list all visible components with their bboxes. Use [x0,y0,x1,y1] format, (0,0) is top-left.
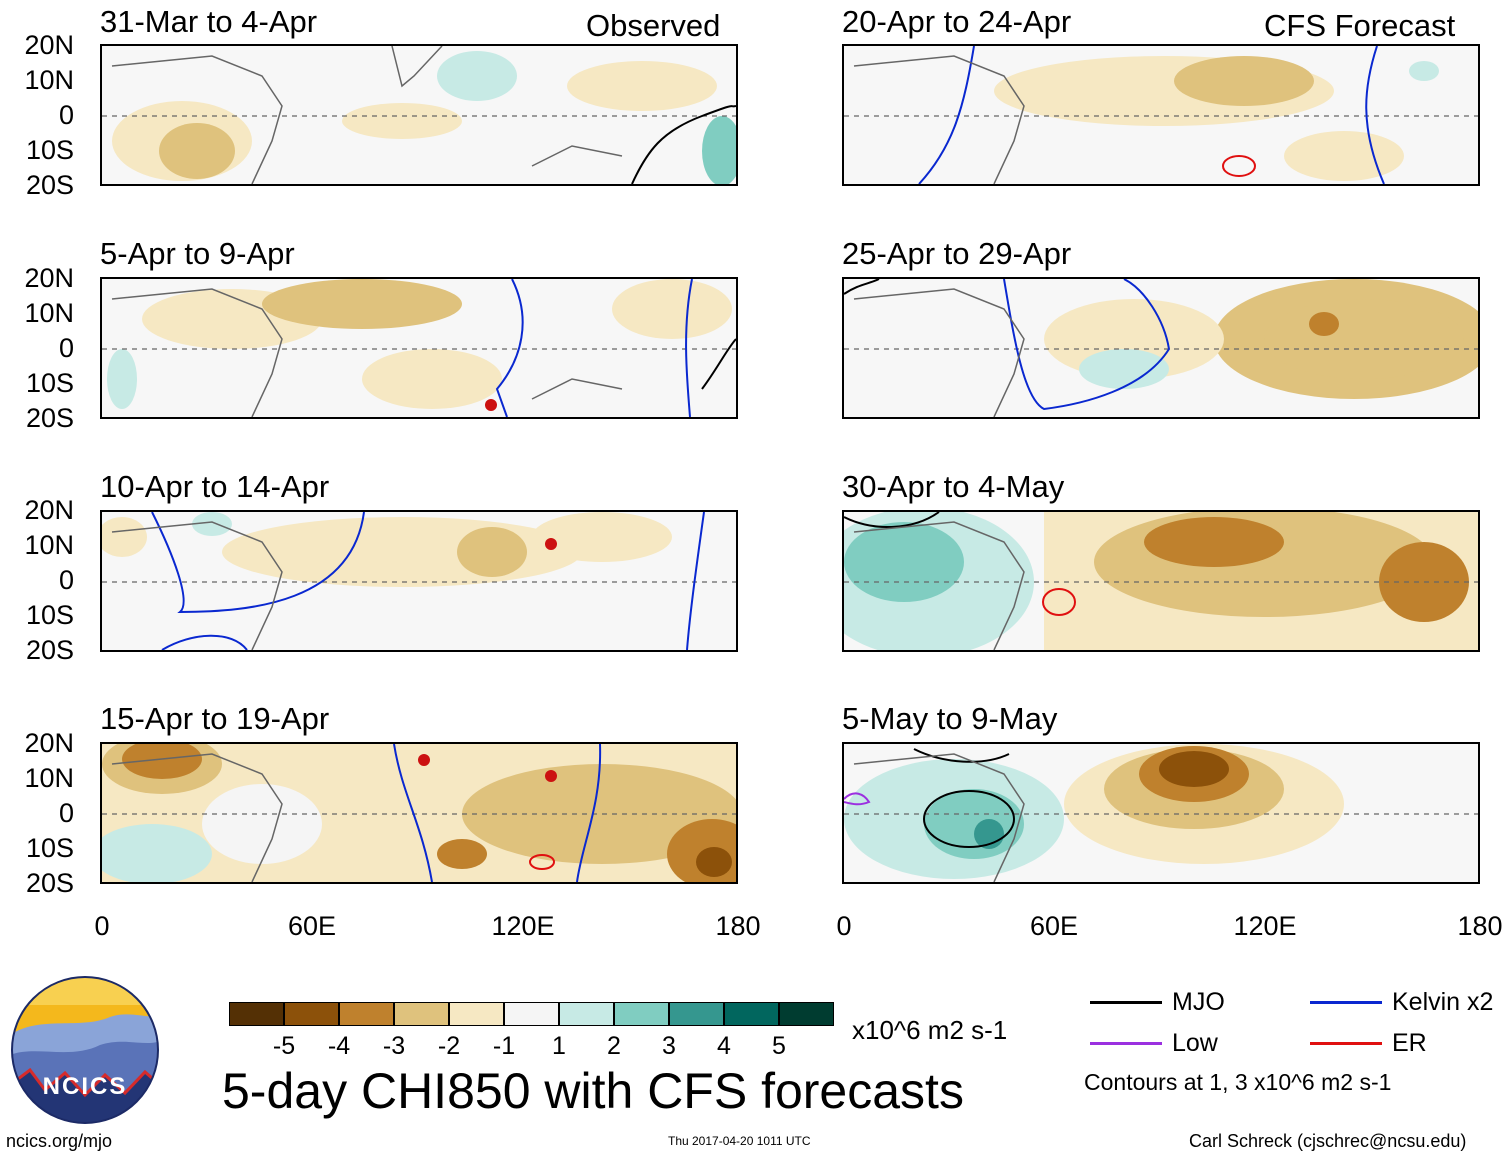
footer-timestamp: Thu 2017-04-20 1011 UTC [668,1134,811,1148]
colorbar-units: x10^6 m2 s-1 [852,1015,1008,1045]
panel-title-5: 20-Apr to 24-Apr [842,4,1072,39]
lat-label: 10S [25,600,74,630]
lon-label: 60E [1029,911,1079,941]
er-legend-label: ER [1392,1029,1427,1057]
lat-label: 20S [25,635,74,665]
colorbar-swatch [614,1002,669,1026]
map-panel-2 [100,277,738,419]
main-title: 5-day CHI850 with CFS forecasts [222,1063,964,1119]
colorbar-swatch [339,1002,394,1026]
colorbar-label: 3 [662,1032,676,1060]
lat-label: 0 [58,100,74,130]
map-panel-5 [842,44,1480,186]
lat-label: 10N [24,298,74,328]
lon-label: 180 [1457,911,1503,941]
lon-label: 0 [94,911,110,941]
map-panel-7 [842,510,1480,652]
lat-label: 0 [58,565,74,595]
colorbar-swatch [779,1002,834,1026]
colorbar-label: -3 [382,1032,406,1060]
er-legend-line [1310,1042,1382,1045]
lon-label: 180 [715,911,761,941]
footer-credit: Carl Schreck (cjschrec@ncsu.edu) [1189,1131,1467,1151]
lat-label: 10S [25,833,74,863]
lat-label: 20S [25,868,74,898]
lat-label: 20S [25,170,74,200]
lat-label: 10S [25,135,74,165]
low-legend-line [1090,1042,1162,1045]
colorbar-label: 4 [717,1032,731,1060]
logo-text: NCICS [42,1073,128,1100]
colorbar-swatch [504,1002,559,1026]
panel-title-8: 5-May to 9-May [842,701,1058,736]
map-panel-3 [100,510,738,652]
lat-label: 0 [58,798,74,828]
panel-title-1: 31-Mar to 4-Apr [100,4,318,39]
lat-label: 20N [24,495,74,525]
lat-label: 10N [24,763,74,793]
forecast-tag: CFS Forecast [1264,8,1456,43]
colorbar-label: 1 [552,1032,566,1060]
lat-label: 10N [24,65,74,95]
colorbar-label: -2 [437,1032,461,1060]
map-panel-1 [100,44,738,186]
mjo-legend-label: MJO [1172,988,1225,1016]
contours-note: Contours at 1, 3 x10^6 m2 s-1 [1084,1069,1392,1095]
panel-title-4: 15-Apr to 19-Apr [100,701,330,736]
lon-label: 120E [1233,911,1297,941]
colorbar-swatch [284,1002,339,1026]
panel-title-3: 10-Apr to 14-Apr [100,469,330,504]
panel-title-2: 5-Apr to 9-Apr [100,236,295,271]
footer-url: ncics.org/mjo [6,1131,113,1151]
low-legend-label: Low [1172,1029,1218,1057]
map-panel-6 [842,277,1480,419]
colorbar-label: -1 [492,1032,516,1060]
colorbar-label: 5 [772,1032,786,1060]
lat-label: 10S [25,368,74,398]
ncics-logo: NCICS [10,975,160,1125]
mjo-legend-line [1090,1001,1162,1004]
colorbar-label: -5 [272,1032,296,1060]
colorbar-swatch [394,1002,449,1026]
lat-label: 0 [58,333,74,363]
observed-tag: Observed [586,8,721,43]
lat-label: 20N [24,30,74,60]
colorbar-swatch [669,1002,724,1026]
map-panel-4 [100,742,738,884]
panel-title-6: 25-Apr to 29-Apr [842,236,1072,271]
lat-label: 10N [24,530,74,560]
lon-label: 0 [836,911,852,941]
lon-label: 120E [491,911,555,941]
colorbar-swatch [559,1002,614,1026]
colorbar-swatch [724,1002,779,1026]
lat-label: 20N [24,728,74,758]
colorbar-swatch [449,1002,504,1026]
lat-label: 20S [25,403,74,433]
map-panel-8 [842,742,1480,884]
kelvin-legend-label: Kelvin x2 [1392,988,1494,1016]
colorbar-label: 2 [607,1032,621,1060]
lon-label: 60E [287,911,337,941]
panel-title-7: 30-Apr to 4-May [842,469,1065,504]
colorbar-label: -4 [327,1032,351,1060]
colorbar-swatch [229,1002,284,1026]
kelvin-legend-line [1310,1001,1382,1004]
lat-label: 20N [24,263,74,293]
